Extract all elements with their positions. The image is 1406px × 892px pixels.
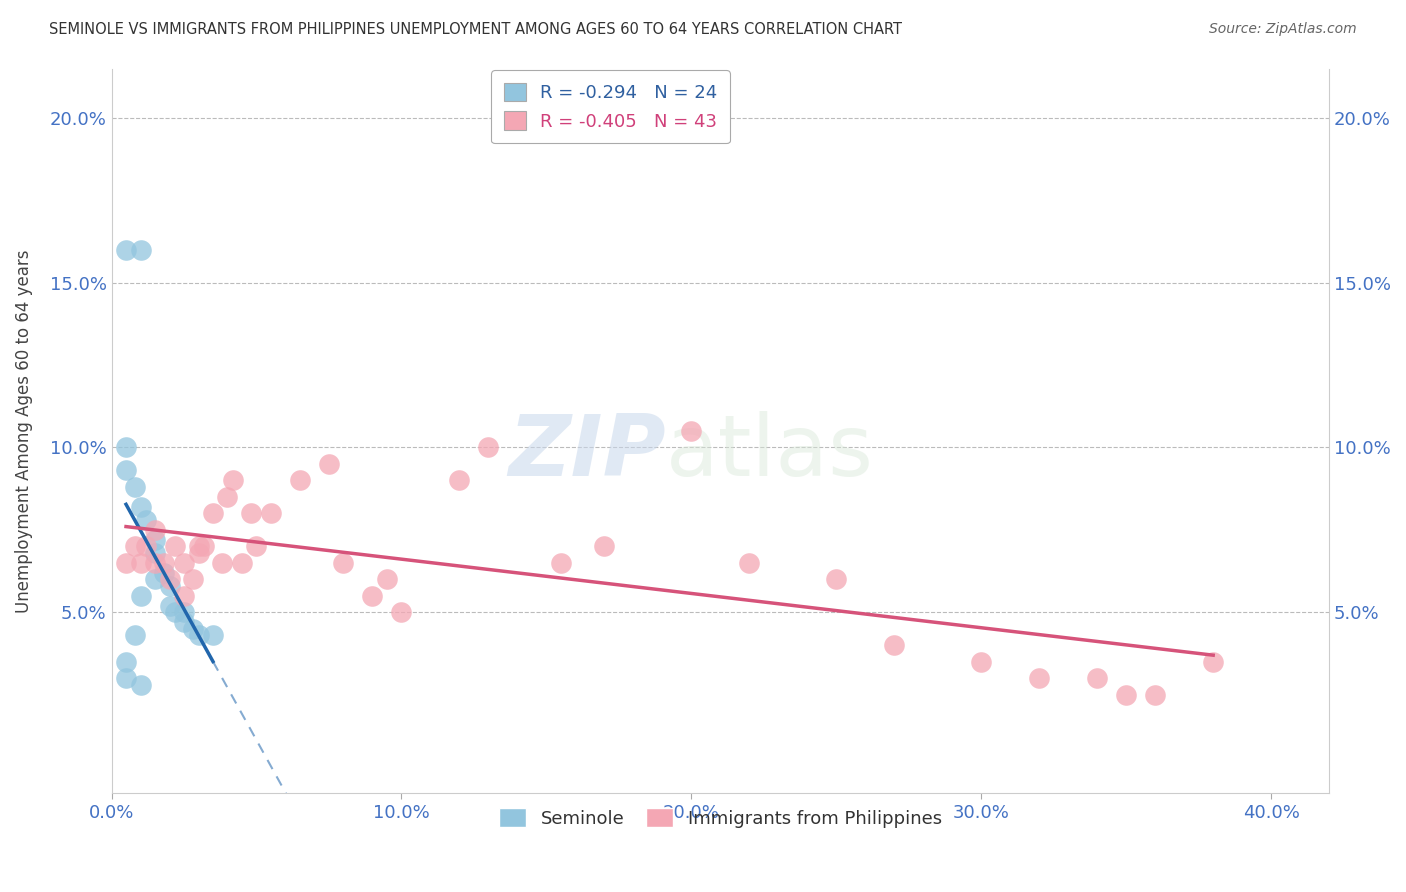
Point (129, 500, 152, 514)
Point (681, 424, 703, 438)
Point (159, 579, 181, 593)
Legend: Seminole, Immigrants from Philippines: Seminole, Immigrants from Philippines (492, 801, 949, 835)
Point (124, 628, 146, 642)
Text: atlas: atlas (665, 411, 873, 494)
Point (129, 589, 152, 603)
Point (222, 474, 245, 488)
Point (135, 539, 157, 553)
Point (124, 539, 146, 553)
Point (152, 556, 174, 570)
Point (187, 546, 209, 560)
Point (332, 556, 354, 570)
Point (181, 572, 204, 586)
Point (260, 506, 283, 520)
Point (165, 605, 187, 619)
Text: Source: ZipAtlas.com: Source: ZipAtlas.com (1209, 22, 1357, 37)
Point (217, 490, 239, 504)
Point (550, 556, 572, 570)
Text: SEMINOLE VS IMMIGRANTS FROM PHILIPPINES UNEMPLOYMENT AMONG AGES 60 TO 64 YEARS C: SEMINOLE VS IMMIGRANTS FROM PHILIPPINES … (49, 22, 903, 37)
Point (391, 605, 413, 619)
Point (1085, 671, 1108, 685)
Point (115, 655, 138, 669)
Point (477, 441, 499, 455)
Point (201, 628, 224, 642)
Point (124, 480, 146, 494)
Point (593, 539, 616, 553)
Text: ZIP: ZIP (508, 411, 665, 494)
Point (245, 539, 267, 553)
Point (181, 622, 204, 636)
Point (361, 589, 384, 603)
Point (115, 441, 138, 455)
Point (211, 556, 233, 570)
Point (173, 556, 195, 570)
Point (115, 671, 138, 685)
Point (825, 572, 848, 586)
Point (738, 556, 761, 570)
Point (159, 572, 181, 586)
Point (173, 605, 195, 619)
Point (135, 513, 157, 527)
Point (129, 243, 152, 257)
Point (239, 506, 262, 520)
Point (173, 615, 195, 629)
Point (129, 678, 152, 692)
Point (115, 463, 138, 477)
Point (187, 539, 209, 553)
Point (129, 556, 152, 570)
Point (159, 599, 181, 613)
Point (152, 566, 174, 580)
Point (449, 474, 471, 488)
Point (375, 572, 398, 586)
Point (187, 628, 209, 642)
Point (143, 572, 166, 586)
Point (1028, 671, 1050, 685)
Point (1144, 688, 1167, 702)
Point (970, 655, 993, 669)
Point (143, 523, 166, 537)
Point (173, 589, 195, 603)
Point (883, 638, 905, 652)
Point (115, 556, 138, 570)
Point (143, 533, 166, 547)
Point (231, 556, 253, 570)
Point (143, 556, 166, 570)
Point (201, 506, 224, 520)
Point (165, 539, 187, 553)
Point (288, 474, 311, 488)
Point (143, 546, 166, 560)
Point (1115, 688, 1137, 702)
Point (1202, 655, 1225, 669)
Y-axis label: Unemployment Among Ages 60 to 64 years: Unemployment Among Ages 60 to 64 years (15, 249, 32, 613)
Point (115, 243, 138, 257)
Point (193, 539, 215, 553)
Point (318, 457, 340, 471)
